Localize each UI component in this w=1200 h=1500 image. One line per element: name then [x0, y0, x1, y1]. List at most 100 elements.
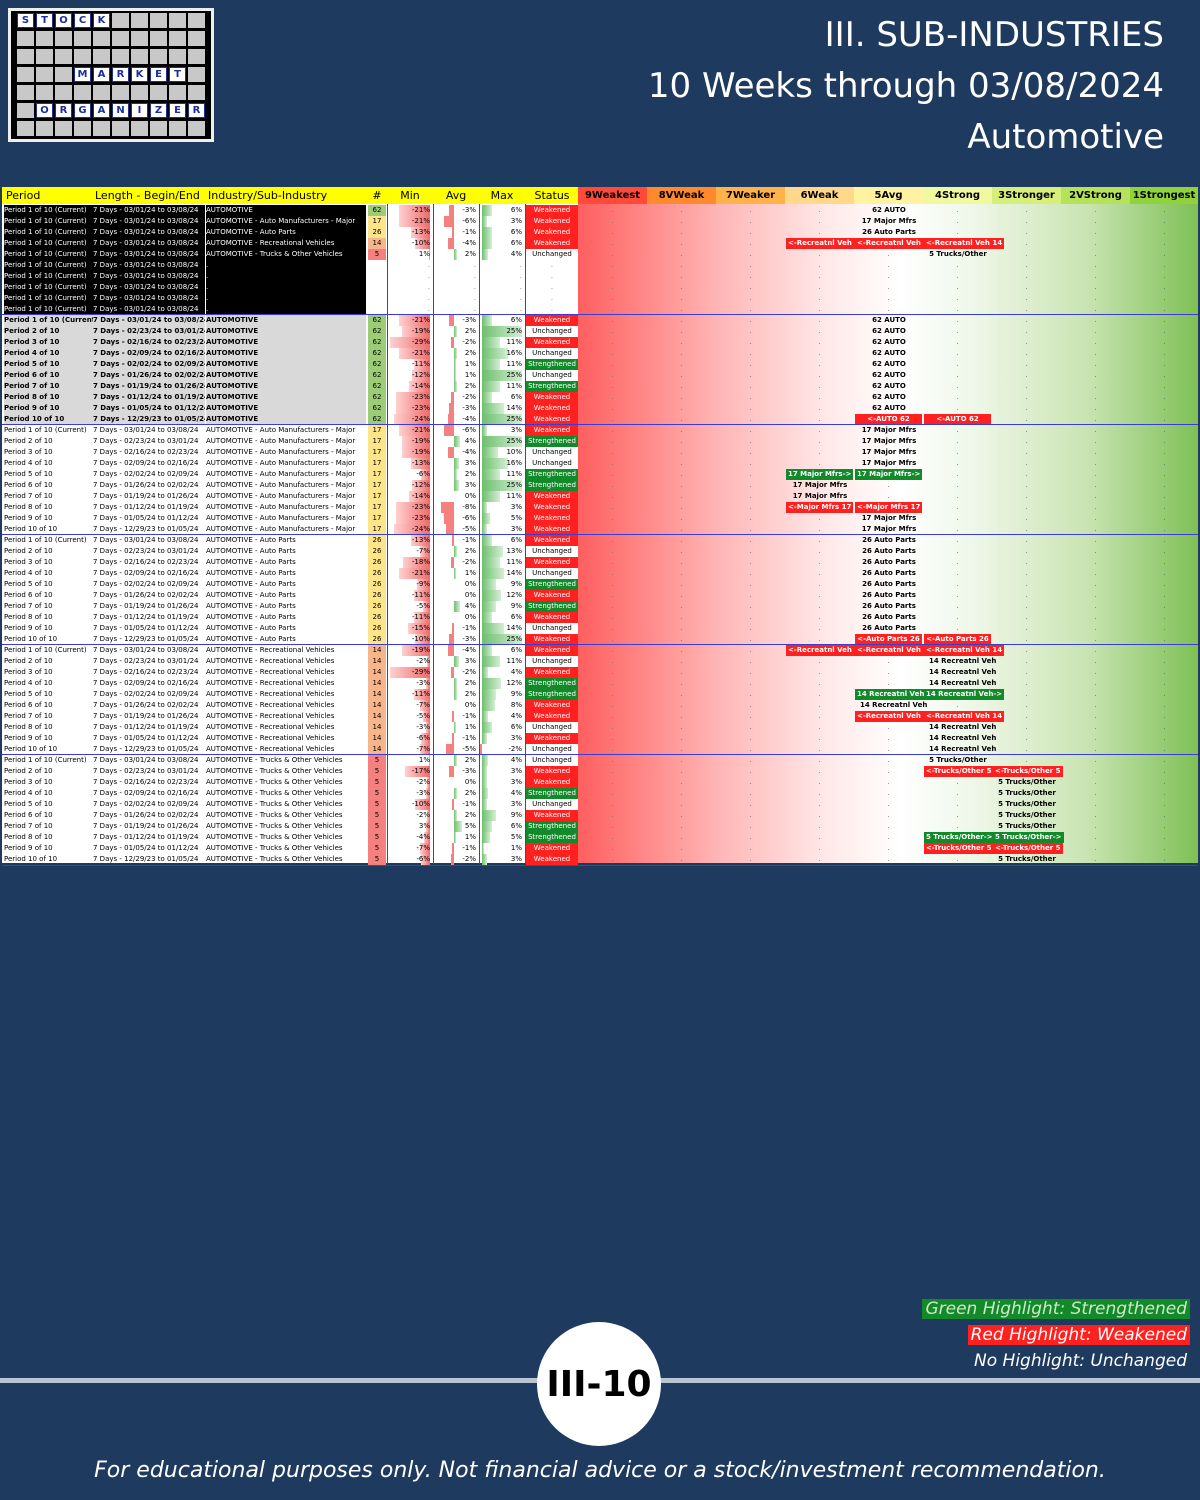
empty-cell: . [1094, 261, 1097, 269]
strength-cells: ........ 26 Auto Parts [578, 623, 1198, 634]
max-cell: 3% [480, 733, 524, 744]
avg-value: -4% [462, 448, 476, 456]
empty-cell: . [680, 789, 683, 797]
max-value: 25% [506, 371, 522, 379]
strength-label: 14 Recreatnl Veh [929, 657, 997, 665]
max-cell: 3% [480, 766, 524, 777]
min-cell: -29% [388, 337, 432, 348]
avg-value: -8% [462, 503, 476, 511]
empty-cell: . [1094, 426, 1097, 434]
avg-cell: 2% [434, 755, 478, 766]
empty-cell: . [1025, 272, 1028, 280]
strength-label: 17 Major Mfrs-> [855, 469, 923, 480]
strength-label: 5 Trucks/Other [998, 778, 1056, 786]
strength-label: 14 Recreatnl Veh-> [924, 689, 1005, 700]
table-row: Period 4 of 10 7 Days - 02/09/24 to 02/16… [2, 678, 1198, 689]
avg-bar [446, 524, 454, 535]
strength-cells: ........ 17 Major Mfrs [578, 513, 1198, 524]
table-row: Period 1 of 10 (Current) 7 Days - 03/01/2… [2, 425, 1198, 436]
empty-cell: . [611, 624, 614, 632]
empty-cell: . [1094, 591, 1097, 599]
length-cell: 7 Days - 03/01/24 to 03/08/24 [93, 238, 205, 249]
strength-cells: ........ 62 AUTO [578, 370, 1198, 381]
empty-cell: . [611, 833, 614, 841]
max-cell: 13% [480, 546, 524, 557]
strength-label: <-Trucks/Other 5 [924, 766, 994, 777]
empty-cell: . [956, 426, 959, 434]
min-bar [424, 832, 430, 843]
logo-row [17, 85, 205, 100]
empty-cell: . [749, 690, 752, 698]
length-cell: 7 Days - 03/01/24 to 03/08/24 [93, 260, 205, 271]
empty-cell: . [1163, 393, 1166, 401]
strength-label: <-Recreatnl Veh 14 [924, 645, 1005, 656]
empty-cell: . [611, 349, 614, 357]
min-cell: . [427, 305, 430, 313]
period-cell: Period 6 of 10 [4, 370, 93, 381]
empty-cell: . [818, 261, 821, 269]
empty-cell: . [1163, 481, 1166, 489]
table-row: Period 1 of 10 (Current) 7 Days - 03/01/2… [2, 293, 1198, 304]
avg-bar [447, 414, 454, 425]
length-cell: 7 Days - 02/09/24 to 02/16/24 [93, 348, 205, 359]
empty-cell: . [956, 305, 959, 313]
strength-label: 26 Auto Parts [862, 580, 916, 588]
empty-cell: . [887, 261, 890, 269]
table-row: Period 8 of 10 7 Days - 01/12/24 to 01/19… [2, 392, 1198, 403]
empty-cell: . [1163, 811, 1166, 819]
table-row: Period 1 of 10 (Current) 7 Days - 03/01/2… [2, 315, 1198, 326]
min-cell: -5% [388, 711, 432, 722]
empty-cell: . [1094, 833, 1097, 841]
table-row: Period 6 of 10 7 Days - 01/26/24 to 02/02… [2, 810, 1198, 821]
avg-value: -4% [462, 239, 476, 247]
min-cell: 3% [388, 821, 432, 832]
status-badge: Strengthened [526, 436, 578, 447]
empty-cell: . [611, 228, 614, 236]
table-row: Period 9 of 10 7 Days - 01/05/24 to 01/12… [2, 513, 1198, 524]
empty-cell: . [749, 393, 752, 401]
empty-cell: . [680, 470, 683, 478]
empty-cell: . [680, 734, 683, 742]
avg-value: -6% [462, 426, 476, 434]
min-cell: -23% [388, 403, 432, 414]
empty-cell: . [956, 338, 959, 346]
avg-value: 1% [464, 833, 476, 841]
min-bar [390, 337, 430, 348]
empty-cell: . [680, 591, 683, 599]
industry-cell: AUTOMOTIVE [206, 337, 366, 348]
strength-label: 62 AUTO [872, 404, 906, 412]
logo-tile: R [112, 67, 129, 82]
max-bar [482, 502, 487, 513]
logo-tile: K [131, 67, 148, 82]
empty-cell: . [1163, 602, 1166, 610]
empty-cell: . [680, 371, 683, 379]
empty-cell: . [818, 833, 821, 841]
empty-cell: . [1094, 250, 1097, 258]
min-cell: . [427, 283, 430, 291]
empty-cell: . [1025, 734, 1028, 742]
logo-tile: E [150, 67, 167, 82]
logo-tile [93, 49, 110, 64]
avg-bar [454, 370, 456, 381]
min-cell: -9% [388, 579, 432, 590]
strength-label: 5 Trucks/Other [998, 822, 1056, 830]
length-cell: 7 Days - 03/01/24 to 03/08/24 [93, 271, 205, 282]
empty-cell: . [887, 844, 890, 852]
empty-cell: . [749, 415, 752, 423]
max-value: 11% [506, 558, 522, 566]
industry-cell: AUTOMOTIVE - Auto Parts [206, 227, 366, 238]
table-row: Period 7 of 10 7 Days - 01/19/24 to 01/26… [2, 711, 1198, 722]
empty-cell: . [887, 756, 890, 764]
empty-cell: . [749, 789, 752, 797]
empty-cell: . [956, 778, 959, 786]
empty-cell: . [1094, 767, 1097, 775]
avg-bar [454, 348, 458, 359]
empty-cell: . [1163, 426, 1166, 434]
table-row: Period 8 of 10 7 Days - 01/12/24 to 01/19… [2, 832, 1198, 843]
avg-value: -5% [462, 745, 476, 753]
min-bar [401, 645, 430, 656]
empty-cell: . [1025, 591, 1028, 599]
empty-cell: . [1163, 239, 1166, 247]
logo-tile: R [55, 103, 72, 118]
empty-cell: . [818, 437, 821, 445]
